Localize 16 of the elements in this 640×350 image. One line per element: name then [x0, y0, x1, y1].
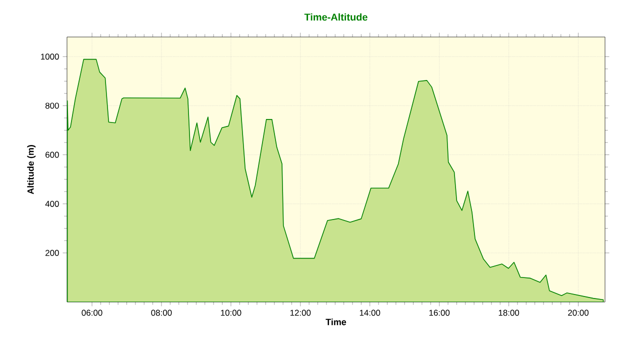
x-tick-label: 10:00: [220, 310, 242, 316]
x-tick-label: 18:00: [498, 310, 520, 316]
chart-title: Time-Altitude: [304, 13, 368, 21]
x-tick-label: 20:00: [568, 310, 589, 316]
x-tick-label: 16:00: [429, 310, 450, 316]
y-tick-label: 400: [45, 200, 59, 207]
y-tick-label: 600: [46, 152, 59, 158]
y-tick-label: 800: [45, 102, 59, 109]
x-tick-label: 06:00: [82, 310, 102, 316]
y-axis-title: Altitude (m): [27, 145, 36, 194]
y-tick-label: 1000: [41, 54, 59, 60]
y-tick-label: 200: [46, 250, 59, 256]
x-tick-label: 08:00: [151, 310, 172, 316]
x-tick-label: 14:00: [360, 310, 380, 316]
x-axis-title: Time: [326, 318, 346, 326]
x-tick-label: 12:00: [290, 310, 311, 316]
